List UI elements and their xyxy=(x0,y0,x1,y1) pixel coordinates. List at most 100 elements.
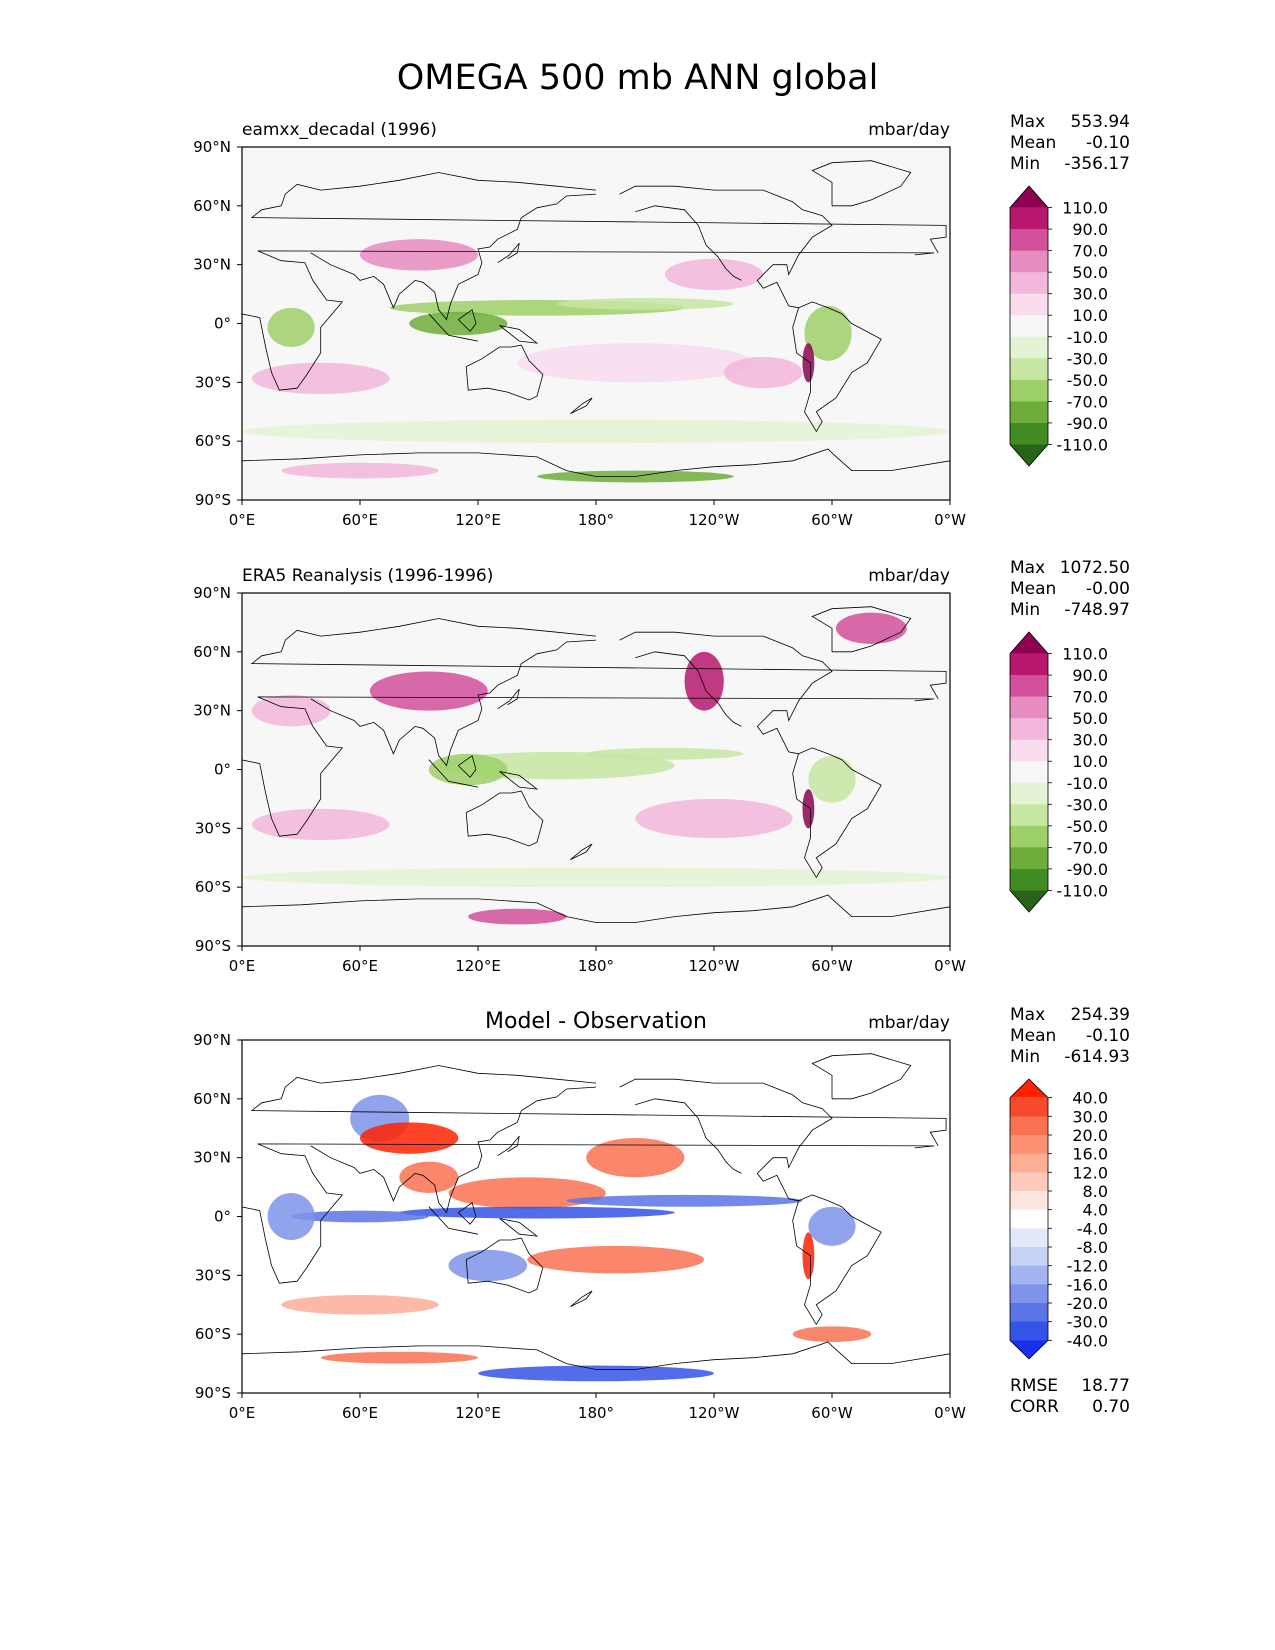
stat-label: Max xyxy=(1010,558,1045,578)
colorbar-label: -12.0 xyxy=(1067,1257,1108,1276)
colorbar-segment xyxy=(1010,1209,1048,1229)
colorbar-segment xyxy=(1010,358,1048,381)
x-tick-label: 60°W xyxy=(811,957,853,975)
colorbar-label: 30.0 xyxy=(1072,285,1108,304)
stat-label: CORR xyxy=(1010,1397,1059,1417)
field-region xyxy=(517,343,754,383)
coastline xyxy=(570,397,593,415)
colorbar-segment xyxy=(1010,868,1048,891)
x-tick-label: 60°E xyxy=(342,957,378,975)
coastline xyxy=(635,1098,742,1174)
colorbar-segment xyxy=(1010,761,1048,784)
x-tick-label: 0°E xyxy=(229,511,256,529)
coastline xyxy=(570,843,593,861)
colorbar-label: -70.0 xyxy=(1067,392,1108,411)
colorbar-extend-bottom xyxy=(1010,890,1048,912)
y-tick-label: 60°N xyxy=(193,1090,231,1108)
coastline xyxy=(242,894,950,923)
y-tick-label: 90°S xyxy=(195,937,231,955)
colorbar-label: -40.0 xyxy=(1067,1331,1108,1350)
colorbar-segment xyxy=(1010,1135,1048,1155)
x-tick-label: 120°W xyxy=(689,957,740,975)
y-tick-label: 60°N xyxy=(193,643,231,661)
colorbar-label: -50.0 xyxy=(1067,371,1108,390)
coastline xyxy=(811,606,912,653)
colorbar-label: 10.0 xyxy=(1072,752,1108,771)
coastline xyxy=(499,1218,539,1237)
coastline xyxy=(570,1290,593,1308)
figure-title: OMEGA 500 mb ANN global xyxy=(396,58,879,98)
colorbar-segment xyxy=(1010,379,1048,402)
coastline xyxy=(310,1086,597,1214)
coastline xyxy=(792,1194,882,1326)
coastline xyxy=(458,1202,477,1225)
field-region xyxy=(586,747,744,760)
y-tick-label: 30°N xyxy=(193,256,231,274)
stat-value: -0.00 xyxy=(1086,579,1130,599)
colorbar-label: 30.0 xyxy=(1072,731,1108,750)
coastline xyxy=(465,790,544,847)
colorbar-label: -30.0 xyxy=(1067,1313,1108,1332)
units-label: mbar/day xyxy=(868,120,950,140)
field-region xyxy=(723,356,803,389)
x-tick-label: 60°E xyxy=(342,1404,378,1422)
panel-title: Model - Observation xyxy=(485,1009,707,1034)
y-tick-label: 90°S xyxy=(195,491,231,509)
colorbar: 40.030.020.016.012.08.04.0-4.0-8.0-12.0-… xyxy=(1009,1078,1108,1360)
y-tick-label: 60°S xyxy=(195,1325,231,1343)
x-tick-label: 120°E xyxy=(455,957,501,975)
x-tick-label: 180° xyxy=(578,1404,614,1422)
colorbar-segment xyxy=(1010,804,1048,827)
colorbar-segment xyxy=(1010,401,1048,424)
colorbar-label: -8.0 xyxy=(1077,1238,1108,1257)
field-region xyxy=(802,343,815,383)
x-tick-label: 0°W xyxy=(934,1404,966,1422)
coastline xyxy=(458,309,477,332)
stat-value: -356.17 xyxy=(1064,154,1130,174)
coastline xyxy=(499,771,539,790)
coastline xyxy=(619,185,833,309)
x-tick-label: 0°E xyxy=(229,957,256,975)
y-tick-label: 90°S xyxy=(195,1384,231,1402)
panel-3: 90°N 60°N 30°N 0° 30°S 60°S 90°S 0°E 60°E 120°E 18… xyxy=(193,1005,1130,1422)
y-tick-label: 30°N xyxy=(193,1149,231,1167)
colorbar-segment xyxy=(1010,1172,1048,1192)
colorbar-segment xyxy=(1010,739,1048,762)
field-region xyxy=(556,298,734,310)
colorbar-segment xyxy=(1010,272,1048,295)
colorbar-segment xyxy=(1010,825,1048,848)
field-region xyxy=(566,1194,803,1207)
stat-label: Min xyxy=(1010,600,1040,620)
x-tick-label: 120°W xyxy=(689,1404,740,1422)
coastline xyxy=(242,696,935,837)
colorbar-label: -30.0 xyxy=(1067,795,1108,814)
colorbar-label: 8.0 xyxy=(1083,1182,1108,1201)
colorbar-label: -110.0 xyxy=(1056,881,1108,900)
panel-title: eamxx_decadal (1996) xyxy=(242,120,437,140)
coastlines xyxy=(242,606,950,923)
y-tick-label: 90°N xyxy=(193,138,231,156)
colorbar-segment xyxy=(1010,207,1048,230)
colorbar-label: 12.0 xyxy=(1072,1163,1108,1182)
stat-label: Max xyxy=(1010,112,1045,132)
coastline xyxy=(242,1341,950,1370)
y-tick-label: 30°N xyxy=(193,702,231,720)
coastline xyxy=(428,759,479,788)
coastline xyxy=(619,631,833,755)
field-region xyxy=(369,671,488,711)
x-tick-label: 0°E xyxy=(229,1404,256,1422)
field-region xyxy=(808,1206,856,1246)
colorbar-label: -16.0 xyxy=(1067,1275,1108,1294)
field-region xyxy=(808,755,856,803)
coastline xyxy=(497,688,520,710)
colorbar-segment xyxy=(1010,293,1048,316)
field-region xyxy=(804,305,852,361)
coastline xyxy=(499,325,539,344)
colorbar-label: 110.0 xyxy=(1062,645,1108,664)
stat-label: Mean xyxy=(1010,133,1056,153)
colorbar-segment xyxy=(1010,336,1048,359)
colorbar-label: -50.0 xyxy=(1067,817,1108,836)
colorbar-label: -30.0 xyxy=(1067,349,1108,368)
colorbar-segment xyxy=(1010,675,1048,698)
